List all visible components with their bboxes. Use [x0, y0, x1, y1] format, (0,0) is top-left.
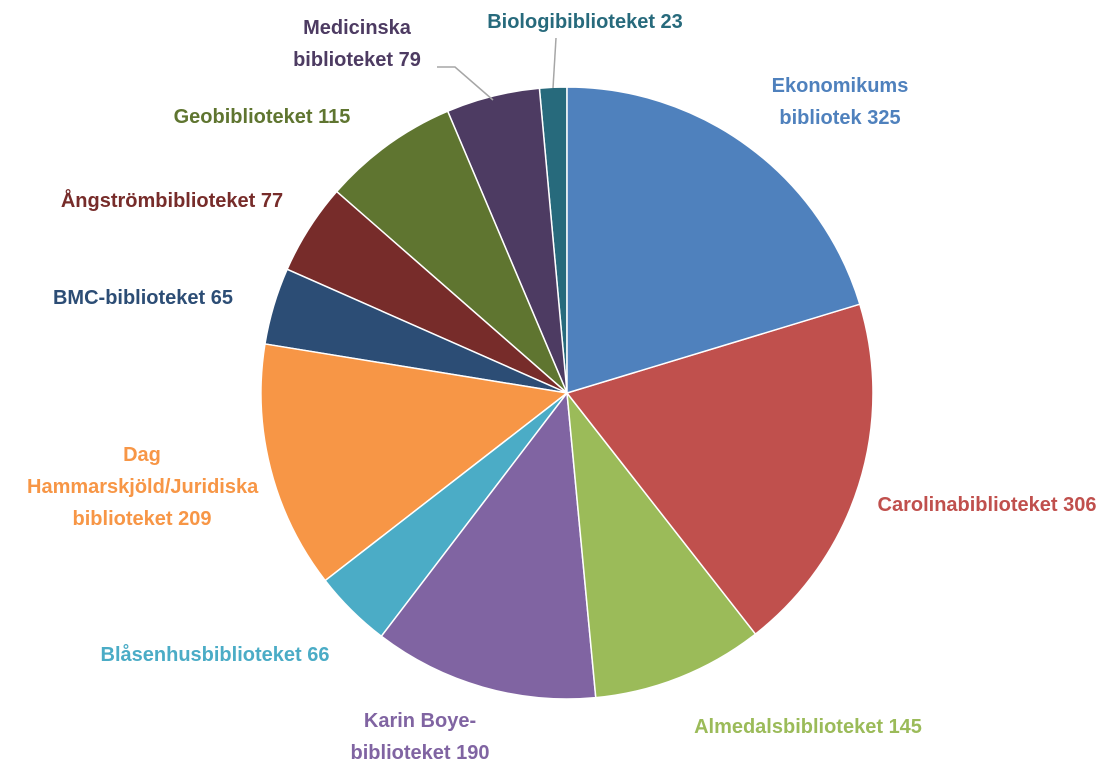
label-value: 77	[260, 190, 284, 212]
data-label: Carolinabiblioteket 306	[867, 489, 1107, 521]
label-name: Ekonomikums bibliotek	[771, 75, 909, 129]
label-value: 66	[307, 644, 330, 666]
data-label: Ångströmbiblioteket 77	[42, 185, 302, 217]
pie-slice	[566, 86, 861, 395]
label-value: 306	[1063, 494, 1097, 516]
label-name: Blåsenhusbiblioteket	[100, 644, 302, 666]
label-name: Almedalsbiblioteket	[694, 716, 883, 738]
data-label: Blåsenhusbiblioteket 66	[90, 639, 340, 671]
label-name: Medicinska biblioteket	[293, 17, 411, 71]
data-label: Dag Hammarskjöld/Juridiska biblioteket 2…	[27, 439, 259, 535]
label-value: 190	[456, 742, 490, 764]
label-name: BMC-biblioteket	[52, 287, 206, 309]
leader-line	[437, 66, 494, 101]
label-value: 65	[210, 287, 234, 309]
label-name: Karin Boye-biblioteket	[350, 710, 477, 764]
pie-slice	[566, 390, 757, 699]
data-label: BMC-biblioteket 65	[0, 282, 303, 314]
label-name: Ångströmbiblioteket	[60, 190, 256, 212]
data-label: Geobiblioteket 115	[132, 101, 392, 133]
data-label: Karin Boye-biblioteket 190	[330, 705, 510, 769]
label-name: Biologibiblioteket	[487, 11, 655, 33]
data-label: Biologibiblioteket 23	[425, 6, 745, 38]
label-value: 325	[867, 107, 901, 129]
data-label: Medicinska biblioteket 79	[267, 12, 447, 76]
data-label: Ekonomikums bibliotek 325	[745, 70, 935, 134]
pie-slice	[380, 391, 597, 700]
label-name: Dag Hammarskjöld/Juridiska biblioteket	[27, 444, 259, 530]
label-name: Geobiblioteket	[173, 106, 313, 128]
label-value: 145	[888, 716, 922, 738]
label-value: 115	[318, 106, 351, 128]
leader-line	[552, 37, 557, 89]
label-value: 79	[398, 49, 421, 71]
pie-slice	[260, 343, 569, 582]
label-value: 209	[178, 508, 212, 530]
pie-slice	[565, 303, 874, 636]
data-label: Almedalsbiblioteket 145	[688, 711, 928, 743]
pie-slice	[335, 110, 568, 394]
label-name: Carolinabiblioteket	[877, 494, 1058, 516]
label-value: 23	[660, 11, 683, 33]
